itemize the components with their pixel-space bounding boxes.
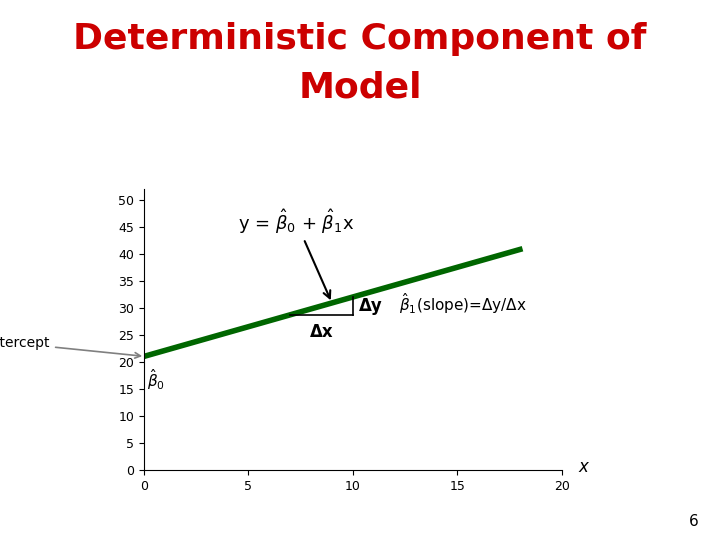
Text: Model: Model [298,70,422,104]
Text: y = $\hat{\beta}_0$ + $\hat{\beta}_1$x: y = $\hat{\beta}_0$ + $\hat{\beta}_1$x [238,207,354,298]
Text: $\hat{\beta}_0$: $\hat{\beta}_0$ [147,367,165,392]
Text: Δx: Δx [310,323,333,341]
Text: $\hat{\beta}_1$(slope)=$\Delta$y/$\Delta$x: $\hat{\beta}_1$(slope)=$\Delta$y/$\Delta… [399,291,527,316]
Text: x: x [578,458,588,476]
Text: Deterministic Component of: Deterministic Component of [73,22,647,56]
Text: Δy: Δy [359,297,383,315]
Text: 6: 6 [688,514,698,529]
Text: y-intercept: y-intercept [0,336,140,358]
